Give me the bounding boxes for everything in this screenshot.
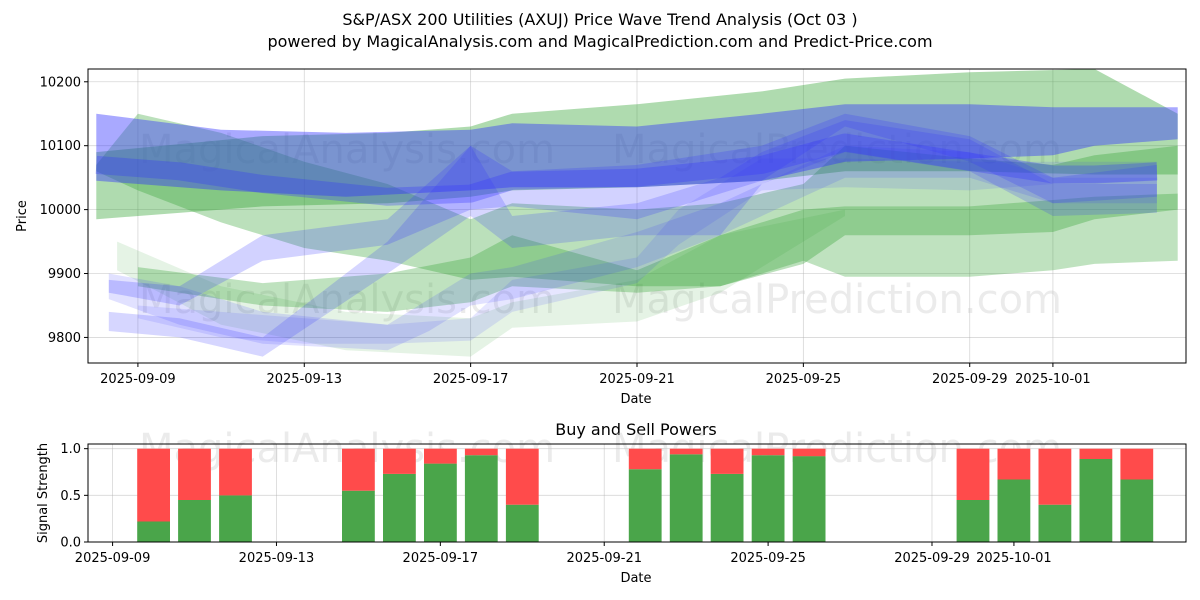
blue-wave-4 — [108, 120, 1157, 357]
price-y-axis-label: Price — [15, 200, 30, 232]
signal-x-tick-label: 2025-09-17 — [403, 551, 479, 566]
signal-bars — [137, 448, 1154, 542]
price-y-tick-label: 10000 — [40, 203, 81, 218]
sell-bar — [137, 448, 170, 522]
price-x-axis-label: Date — [620, 392, 651, 407]
buy-bar — [628, 469, 662, 542]
sell-bar — [178, 448, 211, 500]
price-wave-bands — [95, 69, 1178, 357]
buy-bar — [219, 495, 252, 542]
buy-bar — [792, 456, 826, 542]
sell-bar — [1120, 448, 1154, 480]
blue-wave-5 — [108, 145, 1157, 351]
signal-x-tick-label: 2025-09-09 — [75, 551, 151, 566]
watermark-prediction-top-1: MagicalPrediction.com — [612, 127, 1062, 173]
chart-title-line1: S&P/ASX 200 Utilities (AXUJ) Price Wave … — [342, 10, 857, 29]
signal-x-tick-label: 2025-09-13 — [239, 551, 315, 566]
blue-wave-1 — [96, 104, 1178, 197]
buy-bar — [342, 490, 375, 542]
blue-wave-2 — [95, 133, 1158, 206]
green-wave-1 — [96, 69, 1178, 220]
sell-bar — [1038, 448, 1072, 505]
green-wave-4 — [117, 209, 846, 357]
buy-bar — [997, 479, 1031, 542]
signal-y-axis-label: Signal Strength — [36, 443, 51, 543]
buy-bar — [1038, 504, 1072, 542]
sell-bar — [792, 448, 826, 457]
signal-plot-frame — [87, 443, 1187, 543]
price-x-tick-label: 2025-09-09 — [100, 372, 176, 387]
sell-bar — [424, 448, 457, 464]
buy-bar — [710, 473, 744, 542]
signal-x-axis-label: Date — [620, 571, 651, 586]
sell-bar — [219, 448, 252, 496]
watermark-analysis-top-2: MagicalAnalysis.com — [139, 277, 555, 323]
signal-y-ticks: 0.0 0.5 1.0 — [60, 442, 88, 551]
signal-x-tick-label: 2025-09-25 — [730, 551, 806, 566]
watermark-analysis-top-1: MagicalAnalysis.com — [139, 127, 555, 173]
sell-bar — [505, 448, 539, 505]
sell-bar — [342, 448, 375, 491]
buy-bar — [669, 454, 703, 542]
signal-y-tick-label: 0.0 — [60, 536, 81, 551]
price-y-ticks: 9800 9900 10000 10100 10200 — [40, 75, 88, 346]
price-x-tick-label: 2025-09-25 — [766, 372, 842, 387]
buy-bar — [137, 521, 170, 542]
sell-bar — [669, 448, 703, 455]
signal-x-tick-label: 2025-10-01 — [976, 551, 1052, 566]
blue-wave-6 — [137, 158, 1157, 344]
sell-bar — [997, 448, 1031, 480]
price-x-tick-label: 2025-09-21 — [599, 372, 675, 387]
price-x-tick-label: 2025-10-01 — [1015, 372, 1091, 387]
signal-x-tick-label: 2025-09-21 — [566, 551, 642, 566]
price-wave-panel: MagicalAnalysis.com MagicalPrediction.co… — [15, 68, 1187, 407]
buy-bar — [956, 500, 990, 542]
price-x-tick-label: 2025-09-13 — [266, 372, 342, 387]
buy-sell-title: Buy and Sell Powers — [555, 420, 717, 439]
price-x-tick-label: 2025-09-29 — [932, 372, 1008, 387]
buy-bar — [178, 500, 211, 542]
price-grid — [88, 69, 1186, 363]
price-y-tick-label: 10100 — [40, 139, 81, 154]
buy-bar — [1079, 458, 1113, 542]
sell-bar — [1079, 448, 1113, 459]
blue-wave-3 — [108, 113, 1157, 306]
sell-bar — [710, 448, 744, 474]
signal-x-tick-label: 2025-09-29 — [894, 551, 970, 566]
buy-bar — [424, 463, 457, 542]
signal-y-tick-label: 0.5 — [60, 489, 81, 504]
chart-title-line2: powered by MagicalAnalysis.com and Magic… — [267, 32, 932, 51]
price-x-ticks: 2025-09-09 2025-09-13 2025-09-17 2025-09-21… — [100, 363, 1091, 387]
price-y-tick-label: 10200 — [40, 75, 81, 90]
price-x-tick-label: 2025-09-17 — [433, 372, 509, 387]
buy-bar — [505, 504, 539, 542]
buy-sell-panel: Buy and Sell Powers MagicalAnalysis.com … — [36, 420, 1187, 586]
sell-bar — [464, 448, 498, 456]
buy-bar — [383, 473, 416, 542]
signal-x-ticks: 2025-09-09 2025-09-13 2025-09-17 2025-09-21… — [75, 542, 1052, 566]
sell-bar — [383, 448, 416, 474]
buy-bar — [464, 455, 498, 542]
green-wave-2 — [96, 113, 1178, 287]
sell-bar — [751, 448, 785, 456]
buy-bar — [751, 455, 785, 542]
sell-bar — [956, 448, 990, 500]
signal-y-tick-label: 1.0 — [60, 442, 81, 457]
buy-bar — [1120, 479, 1154, 542]
green-wave-3 — [137, 193, 1178, 312]
sell-bar — [628, 448, 662, 470]
watermark-prediction-top-2: MagicalPrediction.com — [612, 277, 1062, 323]
price-y-tick-label: 9900 — [48, 267, 81, 282]
price-y-tick-label: 9800 — [48, 331, 81, 346]
